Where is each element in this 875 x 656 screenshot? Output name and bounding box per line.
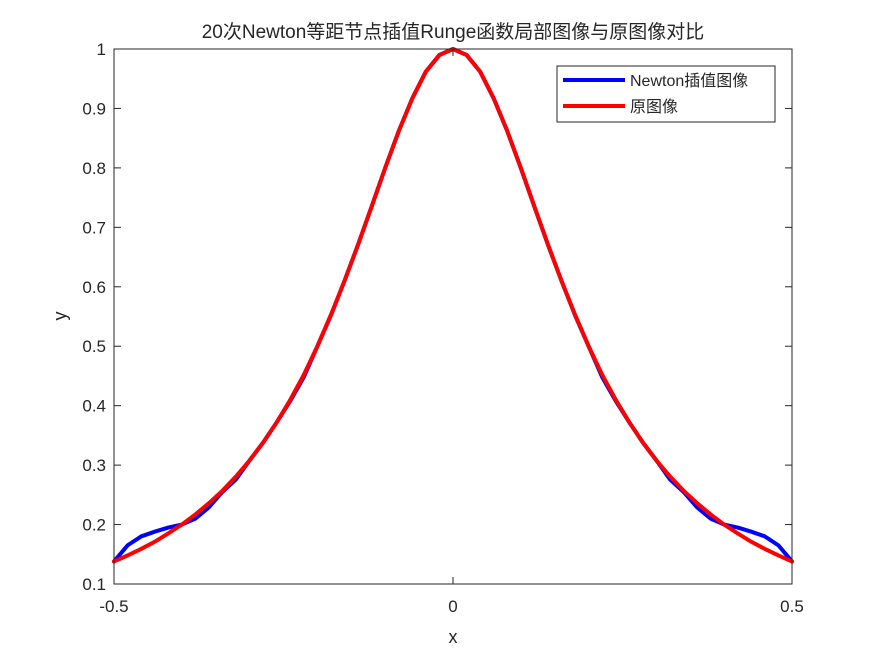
y-tick-label: 0.6 (82, 278, 106, 297)
ticks-layer: -0.5 0 0.5 0.1 0.2 0.3 0.4 0.5 0.6 0.7 0.8 0.9 1 (82, 40, 803, 616)
x-axis-label: x (449, 627, 458, 647)
x-tick-label: -0.5 (99, 597, 128, 616)
y-tick-label: 0.3 (82, 456, 106, 475)
y-tick-label: 0.2 (82, 516, 106, 535)
y-tick-label: 0.1 (82, 575, 106, 594)
chart-title: 20次Newton等距节点插值Runge函数局部图像与原图像对比 (202, 21, 705, 43)
y-tick-label: 0.7 (82, 218, 106, 237)
legend-label-newton: Newton插值图像 (630, 72, 748, 90)
legend: Newton插值图像 原图像 (556, 65, 776, 123)
y-tick-label: 0.9 (82, 99, 106, 118)
y-axis-label: y (50, 312, 70, 321)
y-tick-label: 0.8 (82, 159, 106, 178)
y-tick-label: 1 (97, 40, 106, 59)
plot-area (114, 49, 792, 584)
x-tick-label: 0.5 (780, 597, 804, 616)
y-tick-label: 0.5 (82, 337, 106, 356)
legend-label-original: 原图像 (630, 98, 678, 116)
y-tick-label: 0.4 (82, 397, 106, 416)
legend-box (556, 65, 776, 123)
x-tick-label: 0 (448, 597, 457, 616)
